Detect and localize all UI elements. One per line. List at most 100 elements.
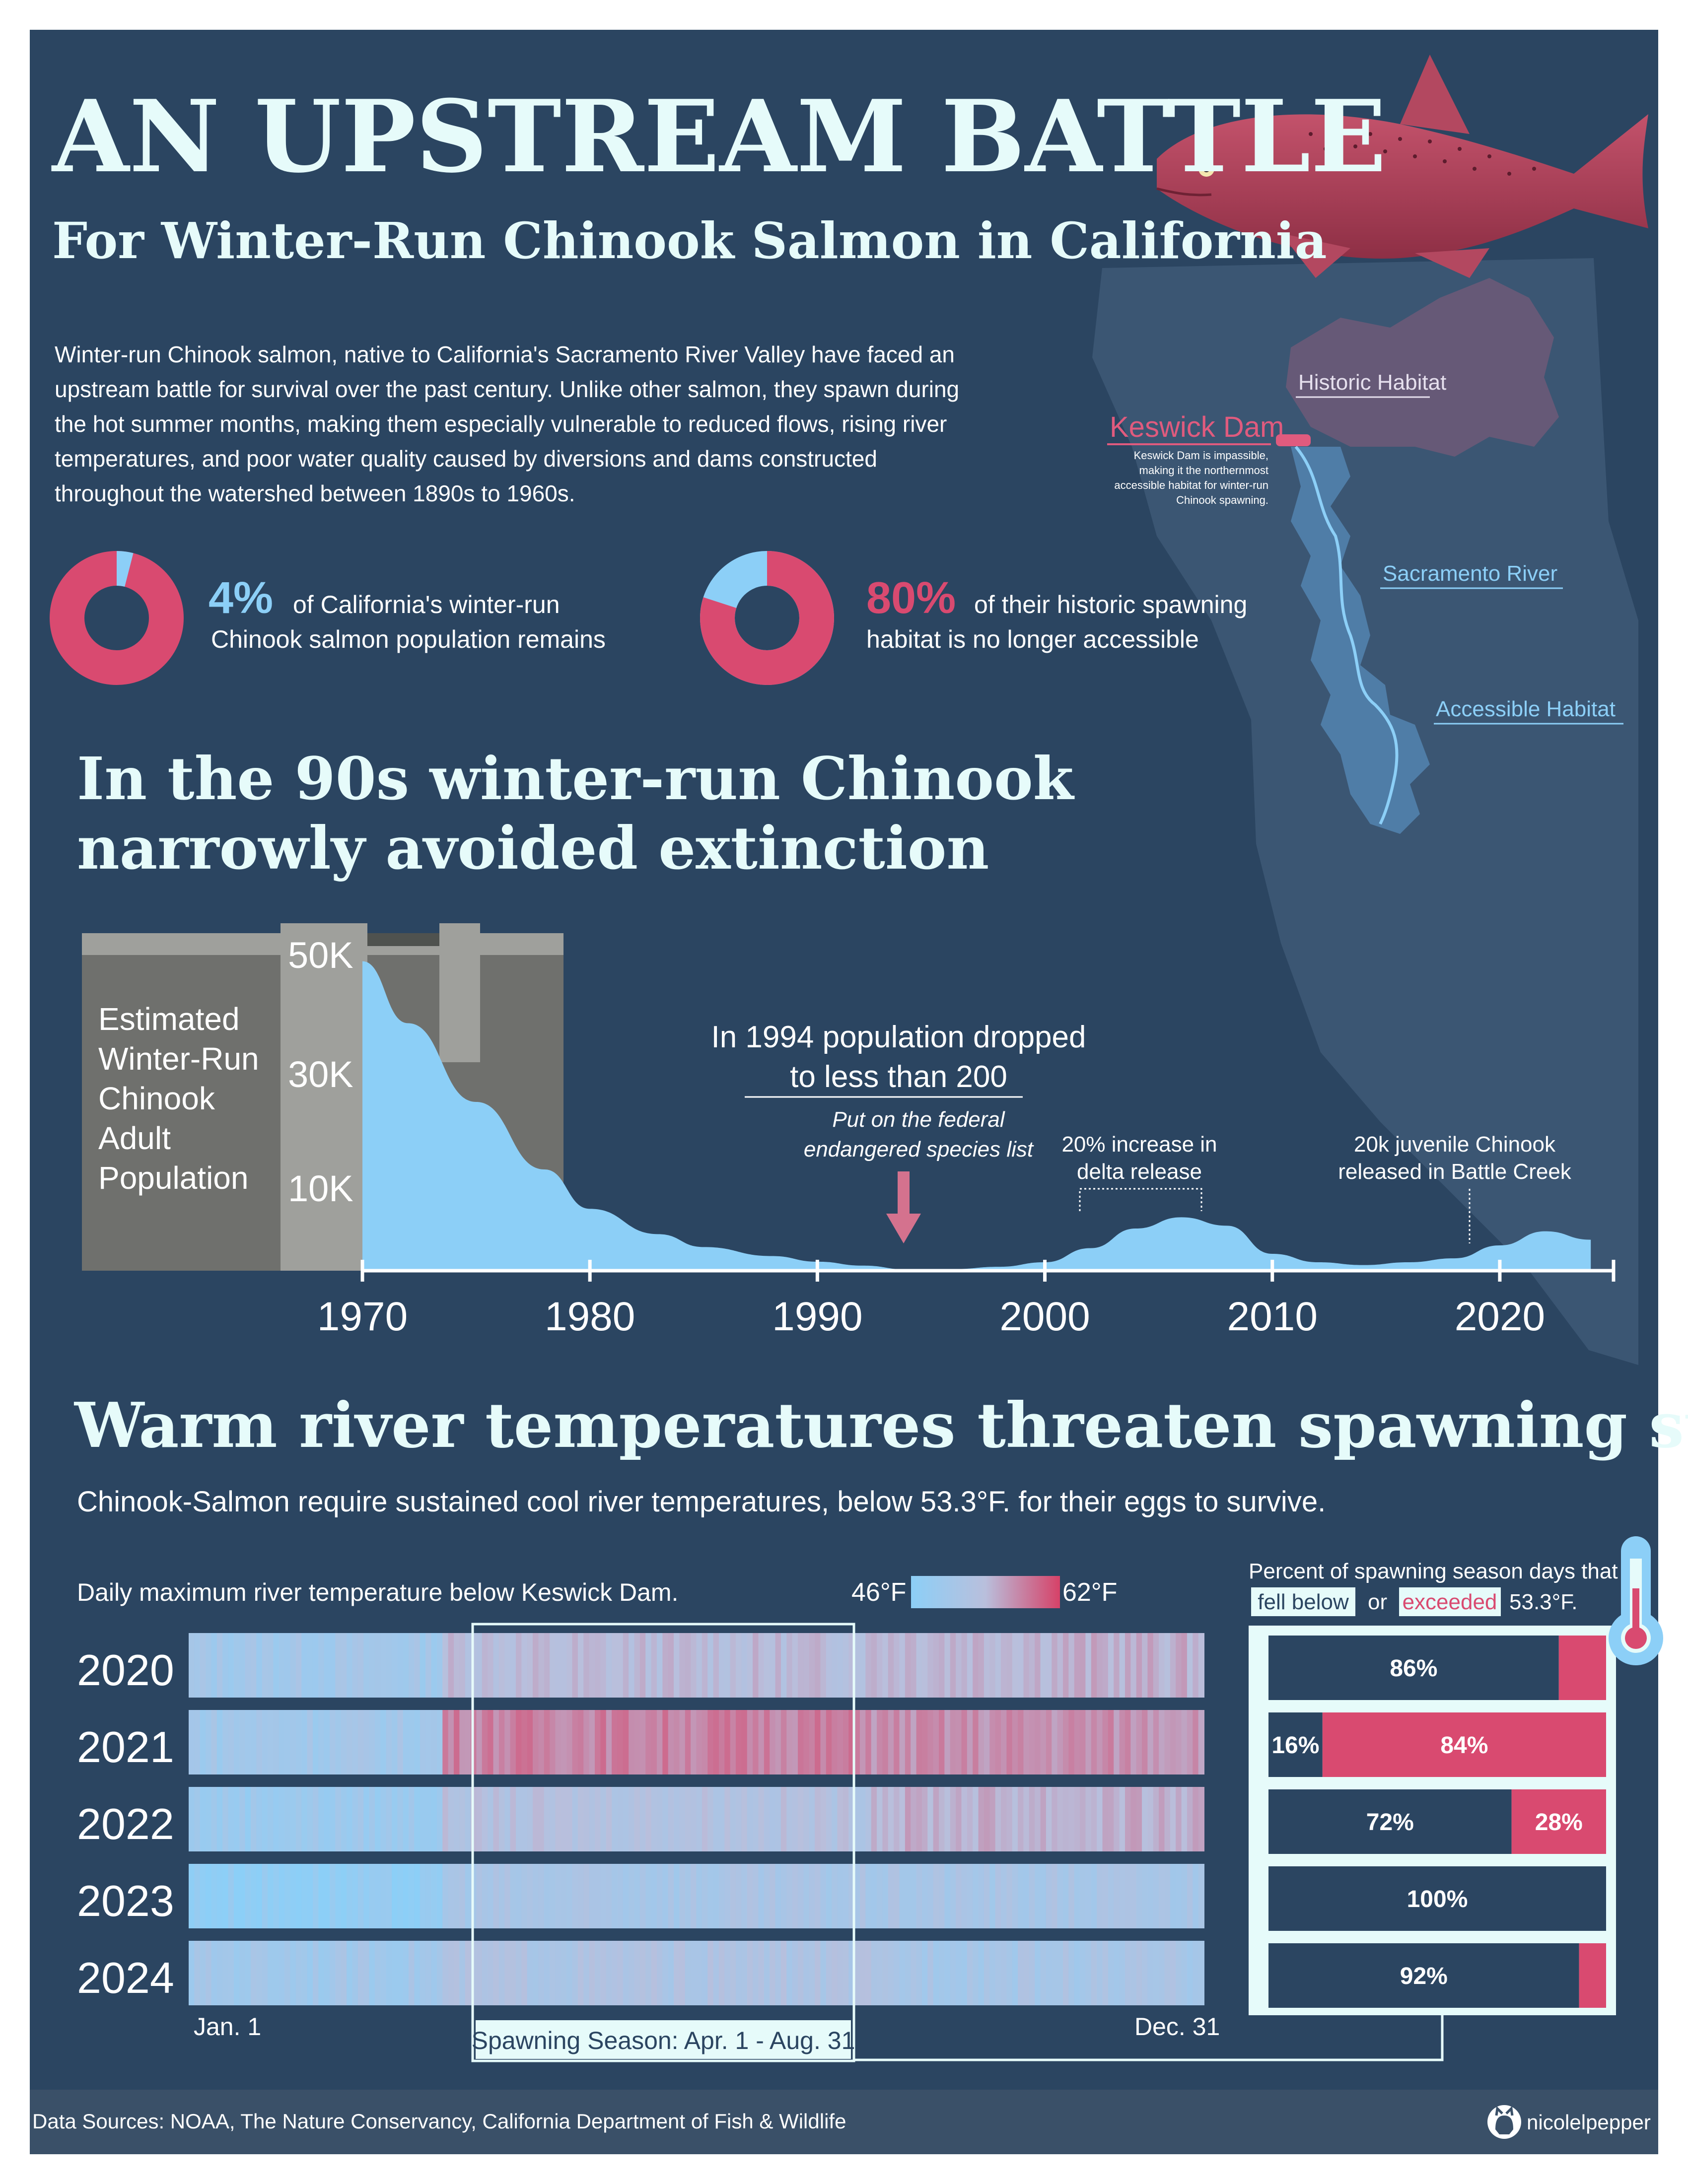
heatmap-cell [978,1864,985,1928]
heatmap-cell [448,1787,454,1851]
heatmap-cell [459,1710,466,1774]
annotation-main-line-2: to less than 200 [790,1060,1007,1094]
heatmap-cell [465,1633,472,1698]
heatmap-cell [939,1710,945,1774]
heatmap-cell [1046,1633,1053,1698]
heatmap-cell [380,1633,387,1698]
heatmap-cell [956,1941,962,2005]
heatmap-cell [1170,1787,1177,1851]
heatmap-cell [527,1787,534,1851]
heatmap-cell [921,1710,928,1774]
heatmap-cell [561,1633,567,1698]
heatmap-cell [1147,1941,1154,2005]
heatmap-cell [498,1864,505,1928]
annotation-juvenile-release: 20k juvenile Chinook released in Battle … [1338,1132,1572,1243]
heatmap-cell [877,1787,883,1851]
heatmap-cell [758,1941,765,2005]
heatmap-cell [747,1864,754,1928]
footer-handle[interactable]: nicolelpepper [1527,2111,1651,2134]
heatmap-cell [330,1710,336,1774]
heatmap-cell [1114,1787,1120,1851]
heatmap-cell [1023,1864,1030,1928]
heatmap-cell [1153,1710,1160,1774]
heatmap-cell [301,1633,308,1698]
spawning-season-frame [471,1623,855,2062]
stat-habitat-lost: 80% of their historic spawning habitat i… [700,551,1247,685]
heatmap-cell [747,1941,754,2005]
heatmap-cell [815,1787,821,1851]
heatmap-cell [1102,1941,1109,2005]
heatmap-cell [245,1941,251,2005]
heatmap-cell [374,1710,381,1774]
github-icon[interactable] [1487,2105,1521,2139]
heatmap-cell [256,1941,263,2005]
heatmap-cell [324,1633,331,1698]
heatmap-cell [233,1710,240,1774]
heatmap-cell [459,1787,466,1851]
annotation-federal-line-1: Put on the federal [832,1107,1005,1132]
heatmap-cell [770,1633,776,1698]
heatmap-cell [555,1710,562,1774]
heatmap-cell [995,1710,1001,1774]
heatmap-cell [792,1787,798,1851]
heatmap-cell [927,1864,934,1928]
heatmap-cell [1062,1787,1069,1851]
heatmap-cell [629,1633,635,1698]
heatmap-cell [707,1864,714,1928]
heatmap-cell [206,1864,212,1928]
footer-sources: Data Sources: NOAA, The Nature Conservan… [32,2110,846,2133]
heatmap-cell [803,1941,810,2005]
heatmap-cell [656,1787,663,1851]
heatmap-cell [510,1787,516,1851]
dam-note-1: Keswick Dam is impassible, [1134,449,1268,462]
heatmap-cell [527,1941,534,2005]
heatmap-cell [566,1787,573,1851]
heatmap-cell [397,1710,404,1774]
heatmap-cell [386,1633,392,1698]
heatmap-cell [718,1710,725,1774]
heatmap-cell [436,1710,443,1774]
heatmap-cell [984,1787,990,1851]
percent-bar-above [1579,1943,1606,2008]
heatmap-cell [911,1633,917,1698]
heatmap-cell [685,1633,692,1698]
heatmap-cell [792,1864,798,1928]
heatmap-cell [465,1710,472,1774]
heatmap-cell [612,1941,618,2005]
heatmap-cell [228,1787,234,1851]
heatmap-cell [577,1633,584,1698]
heatmap-cell [780,1710,787,1774]
heatmap-cell [911,1864,917,1928]
heatmap-cell [1023,1941,1030,2005]
heatmap-cell [206,1941,212,2005]
heatmap-cell [1001,1633,1007,1698]
heatmap-cell [211,1710,217,1774]
heatmap-cell [538,1864,545,1928]
heatmap-cell [347,1633,353,1698]
percent-below-label: 86% [1390,1655,1437,1682]
heatmap-cell [459,1941,466,2005]
heatmap-cell [211,1864,217,1928]
heatmap-cell [363,1941,370,2005]
section-1-heading-line-1: In the 90s winter-run Chinook [77,744,1075,813]
heatmap-cell [933,1787,940,1851]
heatmap-cell [724,1710,731,1774]
heatmap-cell [425,1941,432,2005]
heatmap-cell [718,1787,725,1851]
heatmap-cell [493,1710,499,1774]
heatmap-cell [1108,1941,1115,2005]
heatmap-cell [448,1710,454,1774]
heatmap-cell [961,1787,968,1851]
heatmap-cell [386,1864,392,1928]
heatmap-cell [674,1787,680,1851]
heatmap-cell [668,1633,675,1698]
heatmap-cell [425,1787,432,1851]
heatmap-cell [1102,1710,1109,1774]
heatmap-cell [194,1633,201,1698]
heatmap-cell [871,1787,878,1851]
heatmap-cell [1046,1864,1053,1928]
percent-bars: 86% 16% 84% 72% 28% 100% 92% [1268,1636,1606,2008]
heatmap-cell [515,1787,522,1851]
heatmap-cell [510,1864,516,1928]
intro-paragraph: Winter-run Chinook salmon, native to Cal… [55,341,959,506]
